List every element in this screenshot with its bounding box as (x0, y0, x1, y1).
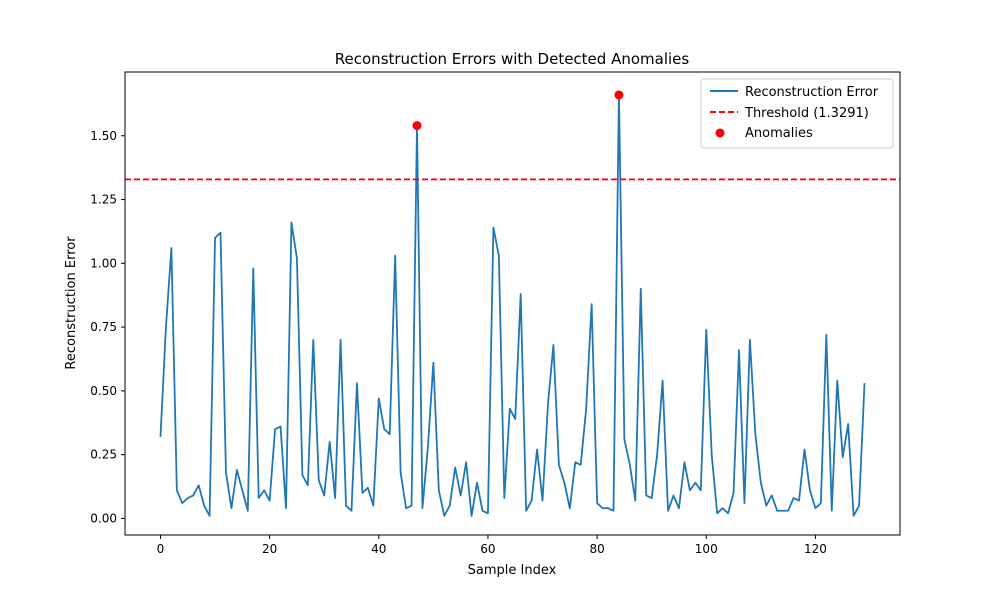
plot-frame (124, 71, 901, 536)
x-tick-label: 20 (262, 542, 277, 556)
y-tick-label: 0.00 (90, 511, 117, 525)
chart-title: Reconstruction Errors with Detected Anom… (335, 50, 690, 68)
anomaly-point (412, 121, 422, 131)
y-tick-label: 0.50 (90, 384, 117, 398)
x-tick-label: 0 (157, 542, 165, 556)
legend-frame (700, 78, 894, 149)
legend-label-anomalies: Anomalies (745, 126, 813, 141)
plot-area: 0 20 40 60 80 100 120 0.00 0.25 0.50 0.75 1.00 1.25 1… (90, 71, 901, 556)
x-tick-label: 100 (695, 542, 718, 556)
y-tick-label: 1.00 (90, 256, 117, 270)
y-tick-label: 1.25 (90, 193, 117, 207)
series-line-reconstruction-error (159, 94, 866, 517)
legend-label-threshold: Threshold (1.3291) (744, 106, 869, 121)
legend: Reconstruction Error Threshold (1.3291) … (700, 78, 894, 149)
x-tick-label: 40 (371, 542, 386, 556)
legend-label-reconstruction-error: Reconstruction Error (745, 85, 879, 100)
y-tick-label: 0.75 (90, 320, 117, 334)
x-tick-label: 120 (804, 542, 827, 556)
y-axis-label: Reconstruction Error (64, 236, 79, 370)
legend-anomaly-marker (715, 128, 725, 138)
y-tick-label: 1.50 (90, 129, 117, 143)
x-axis-label: Sample Index (468, 563, 557, 578)
anomaly-point (614, 90, 624, 100)
y-tick-label: 0.25 (90, 448, 117, 462)
x-tick-label: 80 (589, 542, 604, 556)
x-tick-label: 60 (480, 542, 495, 556)
